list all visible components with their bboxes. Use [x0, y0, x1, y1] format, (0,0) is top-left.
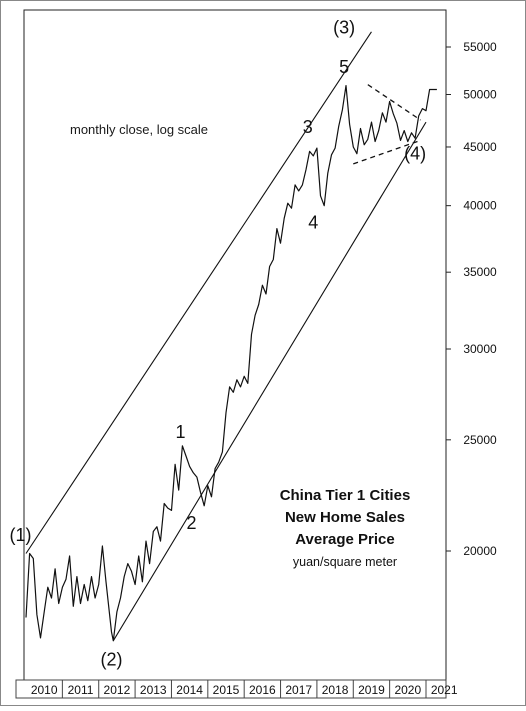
x-tick-label: 2011	[68, 683, 94, 697]
wave-label: 3	[303, 117, 313, 137]
triangle-lower-dashed-line	[353, 139, 421, 165]
channel-lower-line	[112, 121, 427, 642]
y-tick-label: 40000	[463, 199, 497, 213]
y-tick-label: 35000	[463, 265, 497, 279]
wave-label: 1	[176, 422, 186, 442]
chart-title-line-3: Average Price	[295, 531, 395, 548]
chart-title-line-1: China Tier 1 Cities	[280, 487, 411, 504]
x-tick-label: 2019	[358, 683, 385, 697]
x-tick-label: 2018	[322, 683, 349, 697]
y-tick-label: 30000	[463, 342, 497, 356]
channel-layer	[25, 31, 427, 642]
x-tick-label: 2016	[249, 683, 276, 697]
wave-label: (1)	[10, 525, 32, 545]
x-tick-label: 2021	[431, 683, 458, 697]
x-tick-label: 2012	[104, 683, 131, 697]
x-axis-band	[15, 679, 447, 699]
x-tick-label: 2010	[31, 683, 58, 697]
price-series-line	[25, 85, 437, 642]
x-tick-label: 2014	[176, 683, 203, 697]
wave-label: (3)	[333, 18, 355, 38]
x-tick-label: 2020	[394, 683, 421, 697]
y-tick-label: 55000	[463, 40, 497, 54]
plot-border	[23, 9, 447, 681]
y-tick-label: 25000	[463, 433, 497, 447]
x-tick-label: 2015	[213, 683, 240, 697]
x-tick-label: 2013	[140, 683, 167, 697]
channel-upper-line	[25, 31, 372, 554]
wave-label: 5	[339, 57, 349, 77]
wave-label: 4	[308, 213, 318, 233]
wave-label: (4)	[404, 143, 426, 163]
series-layer	[25, 85, 437, 642]
wave-label: (2)	[100, 649, 122, 669]
wave-label: 2	[186, 513, 196, 533]
label-layer: (1) (2) 1 2 3 4 (3) 5 (4)	[10, 18, 427, 670]
y-axis-label: yuan/square meter	[293, 555, 397, 569]
triangle-upper-dashed-line	[367, 84, 421, 121]
chart-note: monthly close, log scale	[70, 122, 208, 137]
y-tick-label: 45000	[463, 140, 497, 154]
y-tick-label: 50000	[463, 87, 497, 101]
chart-title-line-2: New Home Sales	[285, 509, 405, 526]
x-tick-label: 2017	[285, 683, 312, 697]
y-tick-label: 20000	[463, 544, 497, 558]
